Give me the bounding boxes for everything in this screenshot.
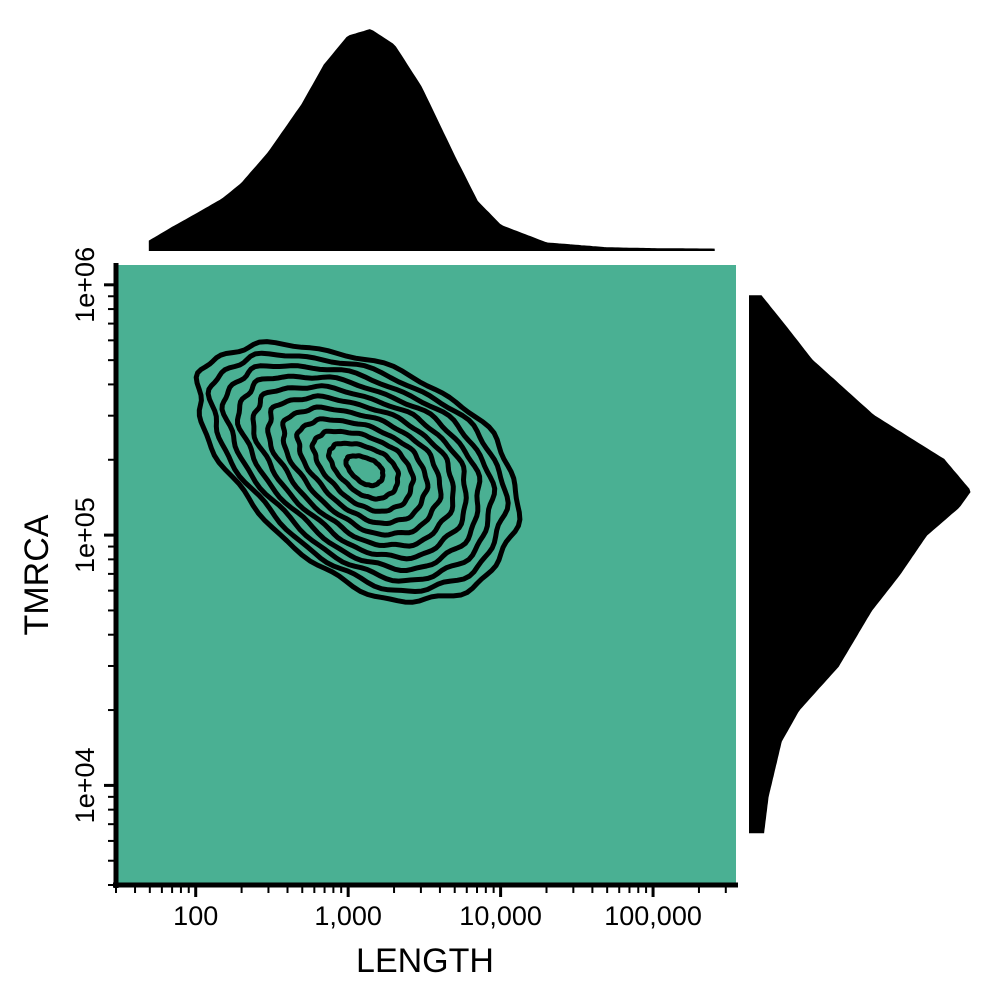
plot-panel [116,265,736,885]
tmrca-marginal-density [749,295,971,834]
x-axis-title: LENGTH [356,942,494,980]
y-tick-label: 1e+05 [70,497,100,573]
contour-line [294,416,431,526]
tmrca-density-area [749,295,971,834]
contour-line [326,440,401,502]
contour-line [309,428,417,514]
contour-line [219,363,498,584]
x-axis: 100 1,000 10,000 100,000 [113,882,738,931]
contour-line [250,383,469,562]
contour-line [205,350,511,594]
density-contours [193,339,523,605]
contour-line [235,373,483,573]
x-tick-label: 10,000 [459,901,542,931]
contour-line [343,453,386,489]
x-tick-label: 100 [173,901,218,931]
length-density-area [148,29,715,251]
y-tick-label: 1e+04 [70,747,100,823]
x-tick-label: 100,000 [604,901,702,931]
length-marginal-density [148,29,715,251]
contour-line [280,404,444,538]
y-axis-title: TMRCA [18,514,56,635]
x-tick-label: 1,000 [314,901,382,931]
y-axis: 1e+04 1e+05 1e+06 [70,247,119,888]
contour-line [265,393,456,549]
contour-line [193,339,523,605]
y-tick-label: 1e+06 [70,247,100,323]
